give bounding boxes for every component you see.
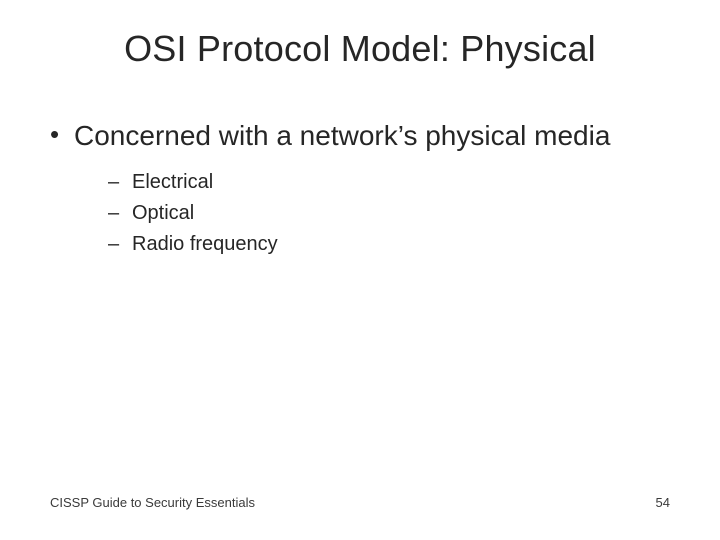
slide-title: OSI Protocol Model: Physical <box>0 28 720 70</box>
footer-source: CISSP Guide to Security Essentials <box>50 495 255 510</box>
bullet-level2-text: Optical <box>132 202 194 224</box>
bullet-level2-item: Optical <box>108 198 672 229</box>
bullet-list-level2: Electrical Optical Radio frequency <box>74 167 672 260</box>
bullet-level1-item: Concerned with a network’s physical medi… <box>48 118 672 260</box>
bullet-level2-text: Electrical <box>132 171 213 193</box>
slide-body: Concerned with a network’s physical medi… <box>48 118 672 270</box>
slide: OSI Protocol Model: Physical Concerned w… <box>0 0 720 540</box>
bullet-list-level1: Concerned with a network’s physical medi… <box>48 118 672 260</box>
footer-page-number: 54 <box>656 495 670 510</box>
bullet-level1-text: Concerned with a network’s physical medi… <box>74 120 610 151</box>
bullet-level2-item: Electrical <box>108 167 672 198</box>
bullet-level2-item: Radio frequency <box>108 229 672 260</box>
bullet-level2-text: Radio frequency <box>132 233 278 255</box>
